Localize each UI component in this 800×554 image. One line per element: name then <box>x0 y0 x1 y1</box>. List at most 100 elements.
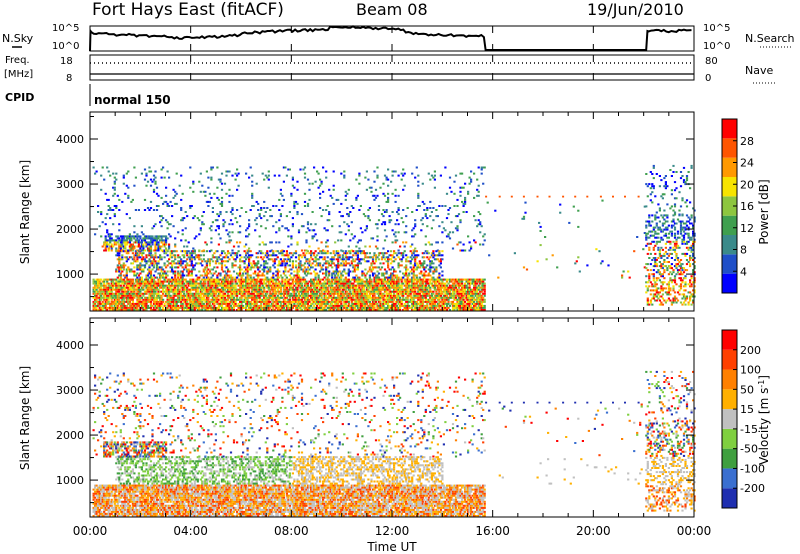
power-cell <box>264 304 267 307</box>
power-cell <box>115 294 118 297</box>
power-cell <box>278 174 281 177</box>
power-cell <box>242 290 245 293</box>
power-cell <box>352 250 355 253</box>
power-cell <box>308 280 311 283</box>
power-cell <box>380 294 384 297</box>
power-cell <box>202 286 205 289</box>
power-cell <box>216 213 219 216</box>
power-cell <box>297 231 301 234</box>
power-cell <box>272 252 275 255</box>
power-cell <box>207 186 210 189</box>
power-cell <box>236 188 239 191</box>
power-cell <box>186 270 189 273</box>
power-cell <box>367 282 370 285</box>
power-cell <box>208 262 211 265</box>
power-cell <box>146 268 150 271</box>
power-cell <box>329 300 332 303</box>
power-cell <box>313 288 316 291</box>
power-cell <box>165 194 168 197</box>
power-cell <box>328 211 331 213</box>
power-cell <box>101 306 104 309</box>
power-cell <box>282 270 285 273</box>
power-cell <box>165 235 168 238</box>
power-cell <box>115 304 118 307</box>
power-cell <box>242 306 245 309</box>
power-cell <box>142 309 145 311</box>
power-cell <box>98 284 101 287</box>
power-cell <box>237 298 240 301</box>
power-cell <box>145 245 148 248</box>
power-cell <box>207 280 210 283</box>
power-cell <box>220 258 224 261</box>
power-cell <box>140 270 143 273</box>
power-cell <box>293 300 296 303</box>
power-cell <box>387 192 390 195</box>
power-cell <box>322 252 325 255</box>
power-cell <box>137 292 140 295</box>
power-cell <box>403 309 406 311</box>
power-cell <box>332 202 335 205</box>
power-cell <box>229 278 233 281</box>
power-cell <box>100 284 103 287</box>
power-cell <box>322 298 325 301</box>
power-cell <box>323 252 326 255</box>
power-cell <box>245 304 248 307</box>
power-cell <box>254 300 257 303</box>
power-cell <box>306 282 310 285</box>
power-cell <box>371 304 375 307</box>
power-cell <box>104 298 107 301</box>
power-cell <box>374 260 378 263</box>
power-cell <box>166 205 169 207</box>
power-cell <box>403 280 406 283</box>
power-cell <box>390 306 393 309</box>
power-cell <box>137 286 140 289</box>
power-cell <box>376 296 379 299</box>
power-cell <box>340 278 343 281</box>
power-cell <box>249 292 252 295</box>
power-cell <box>133 266 136 269</box>
power-cell <box>355 304 358 307</box>
power-cell <box>159 215 162 218</box>
power-cell <box>403 250 406 253</box>
power-cell <box>356 278 359 281</box>
power-cell <box>317 252 320 255</box>
power-cell <box>163 294 166 297</box>
power-cell <box>113 278 116 281</box>
power-cell <box>300 213 304 216</box>
power-cell <box>242 272 245 275</box>
power-cell <box>313 300 316 303</box>
power-cell <box>133 286 136 289</box>
power-cell <box>92 278 95 281</box>
power-cell <box>232 296 236 299</box>
power-cell <box>391 278 394 281</box>
power-cell <box>251 292 254 295</box>
power-cell <box>267 286 270 289</box>
power-cell <box>116 254 119 257</box>
power-cell <box>210 290 213 293</box>
power-cell <box>338 264 341 267</box>
power-cell <box>177 290 180 293</box>
power-cell <box>131 286 134 289</box>
power-cell <box>190 272 193 275</box>
power-cell <box>189 260 192 263</box>
power-cell <box>234 258 237 261</box>
power-cell <box>201 300 204 303</box>
power-cell <box>279 264 282 267</box>
power-cell <box>155 262 159 265</box>
power-cell <box>239 292 242 295</box>
power-cell <box>125 235 128 238</box>
power-cell <box>284 300 287 303</box>
power-cell <box>175 282 178 285</box>
power-cell <box>121 237 124 240</box>
power-cell <box>139 268 142 271</box>
power-cell <box>115 278 118 281</box>
power-cell <box>146 241 150 244</box>
power-cell <box>106 298 109 301</box>
power-cell <box>316 239 319 242</box>
power-cell <box>226 250 230 253</box>
power-cell <box>352 254 355 257</box>
power-cell <box>367 284 370 287</box>
power-cell <box>124 290 127 293</box>
power-cell <box>368 280 371 283</box>
power-cell <box>391 282 394 285</box>
